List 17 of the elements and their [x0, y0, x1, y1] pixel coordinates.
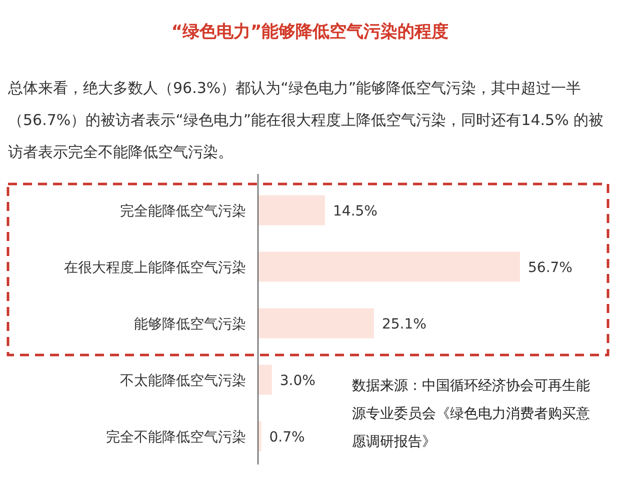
data-label: 25.1%	[382, 316, 426, 332]
y-tick-label: 不太能降低空气污染	[120, 372, 246, 389]
y-tick-label: 在很大程度上能降低空气污染	[64, 260, 246, 276]
chart-title: “绿色电力”能够降低空气污染的程度	[170, 21, 450, 43]
bar	[258, 364, 272, 395]
data-label: 3.0%	[280, 372, 316, 389]
bar	[258, 252, 520, 282]
data-label: 0.7%	[269, 429, 305, 446]
y-tick-label: 完全能降低空气污染	[120, 203, 246, 220]
bar	[258, 308, 374, 338]
chart-subtitle: 总体来看，绝大多数人（96.3%）都认为“绿色电力”能够降低空气污染，其中超过一半（56.7%）的被访者表示“绿色电力”能在很大程度上降低空气污染，同时还有14.5% 的被访者表示完全不能降低空气污染。	[8, 78, 605, 163]
y-tick-label: 完全不能降低空气污染	[106, 429, 246, 446]
annotation: 数据来源：中国循环经济协会可再生能源专业委员会《绿色电力消费者购买意愿调研报告》	[352, 377, 591, 452]
bar	[258, 195, 325, 226]
data-label: 56.7%	[528, 260, 572, 276]
y-tick-label: 能够降低空气污染	[134, 316, 246, 332]
data-label: 14.5%	[333, 203, 378, 220]
